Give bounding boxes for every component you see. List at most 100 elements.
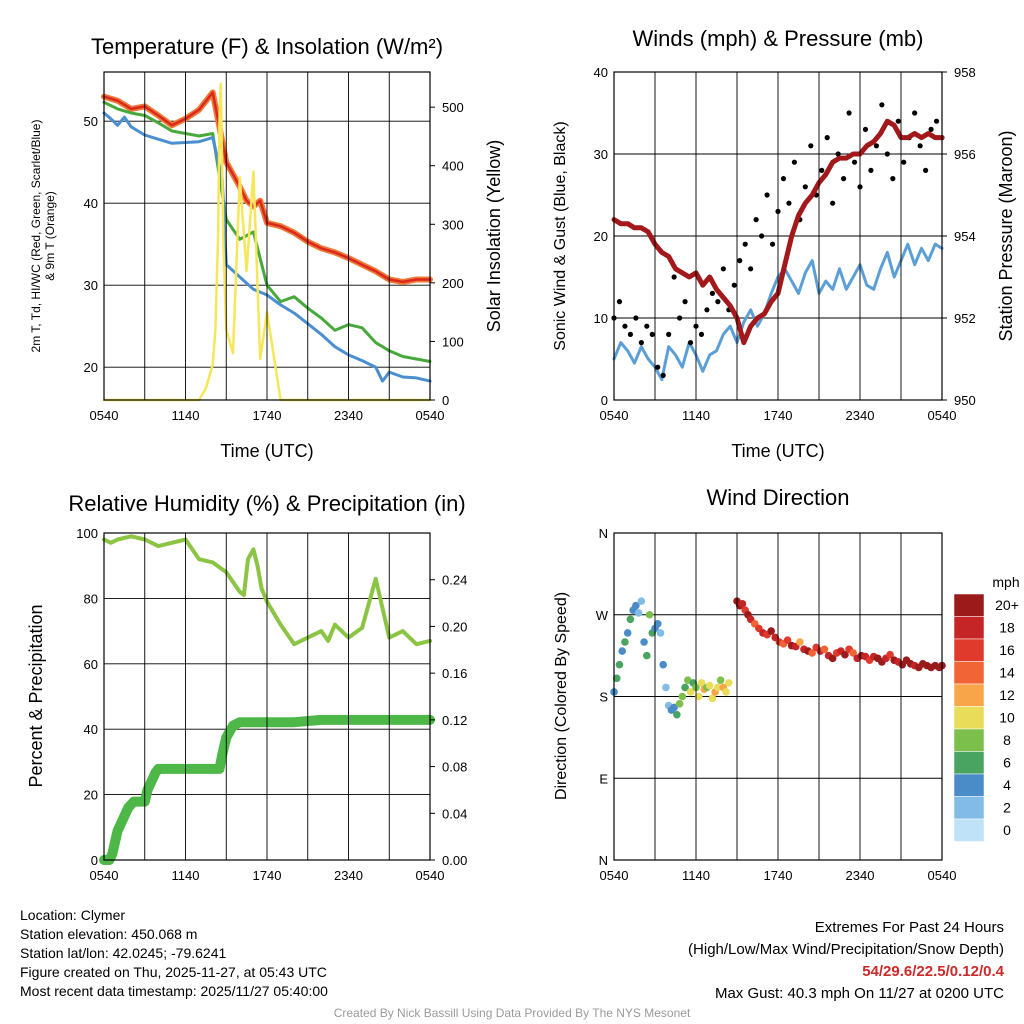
y-axis-label: 2m T, Td, HI/WC (Red, Green, Scarlet/Blu… <box>29 120 43 353</box>
y2-axis-label: Station Pressure (Maroon) <box>996 130 1016 341</box>
direction-point <box>738 600 747 608</box>
x-tick-label: 0540 <box>928 408 957 423</box>
x-tick-label: 2340 <box>334 868 363 883</box>
direction-point <box>659 660 667 669</box>
gust-point <box>884 151 890 157</box>
gust-point <box>666 331 672 337</box>
direction-point <box>767 627 775 635</box>
colorbar-tick-label: 18 <box>999 620 1015 636</box>
temperature-panel: 20 30 40 50 0540 1140 1740 2340 0540 Temperature … <box>29 34 504 461</box>
extremes-subtitle: (High/Low/Max Wind/Precipitation/Snow De… <box>688 941 1004 958</box>
gust-point <box>633 315 639 321</box>
direction-point <box>708 694 717 703</box>
gust-point <box>923 167 929 173</box>
direction-point <box>725 679 733 687</box>
x-tick-label: 1740 <box>253 868 282 883</box>
gust-point <box>660 372 666 378</box>
colorbar-swatch <box>953 751 985 775</box>
direction-point <box>783 636 792 644</box>
direction-point <box>632 601 640 610</box>
direction-point <box>681 683 689 692</box>
direction-point <box>714 683 722 692</box>
gust-point <box>737 258 743 264</box>
x-tick-label: 2340 <box>846 408 875 423</box>
colorbar-tick-label: 20+ <box>995 597 1019 613</box>
x-tick-label: 2340 <box>846 868 875 883</box>
y-tick-label: 100 <box>76 526 98 541</box>
x-tick-label: 0540 <box>416 868 445 883</box>
plot-frame <box>613 532 943 861</box>
gust-point <box>786 200 792 206</box>
direction-point <box>670 703 678 712</box>
gust-point <box>780 176 787 182</box>
hi-wc-line <box>102 111 432 383</box>
y-tick-label: 40 <box>84 722 98 737</box>
y-tick-label: 30 <box>84 278 98 293</box>
x-tick-label: 0540 <box>600 868 629 883</box>
colorbar-swatch <box>953 773 985 797</box>
gust-point <box>709 290 716 296</box>
chart-title: Temperature (F) & Insolation (W/m²) <box>91 34 443 59</box>
colorbar-swatch <box>953 818 985 842</box>
x-tick-label: 1740 <box>764 868 793 883</box>
gust-point <box>912 110 918 116</box>
colorbar-tick-label: 16 <box>999 642 1015 658</box>
direction-point <box>634 609 643 617</box>
y-tick-label: 20 <box>84 360 98 375</box>
direction-point <box>615 660 624 669</box>
y2-tick-label: 0.20 <box>442 619 467 634</box>
colorbar-swatch <box>953 616 985 640</box>
gust-point <box>917 143 923 149</box>
gust-point <box>677 315 683 321</box>
y2-tick-label: 0.04 <box>442 806 467 821</box>
y2-tick-label: 950 <box>954 393 976 408</box>
colorbar-tick-label: 6 <box>1003 755 1011 771</box>
y-tick-label: 80 <box>84 591 98 606</box>
gust-point <box>704 307 710 313</box>
gust-point <box>649 331 655 337</box>
colorbar-swatch <box>953 706 985 730</box>
y2-tick-label: 500 <box>442 100 464 115</box>
2m-t-line <box>102 91 432 284</box>
y2-axis-label: Solar Insolation (Yellow) <box>484 140 504 332</box>
gust-point <box>698 331 705 337</box>
direction-point <box>841 650 849 659</box>
extremes-info: Extremes For Past 24 Hours (High/Low/Max… <box>688 917 1004 1005</box>
gust-point <box>769 241 776 247</box>
direction-point <box>662 683 670 692</box>
plot-frame <box>103 532 431 861</box>
y2-tick-label: 958 <box>954 65 976 80</box>
colorbar-tick-label: 2 <box>1003 800 1011 816</box>
latlon-text: Station lat/lon: 42.0245; -79.6241 <box>20 945 227 961</box>
gust-point <box>933 118 940 124</box>
y-tick-label: S <box>599 690 608 705</box>
colorbar-swatch <box>953 683 985 707</box>
location-text: Location: Clymer <box>20 907 126 923</box>
direction-point <box>796 638 804 646</box>
y-tick-label: 60 <box>84 657 98 672</box>
direction-point <box>716 676 725 684</box>
station-info: Location: Clymer Station elevation: 450.… <box>20 906 328 1001</box>
y2-tick-label: 0.24 <box>442 573 467 588</box>
y2-tick-label: 0.08 <box>442 760 467 775</box>
direction-point <box>722 688 730 696</box>
max-gust-text: Max Gust: 40.3 mph On 11/27 at 0200 UTC <box>714 985 1004 1002</box>
direction-point <box>849 649 857 657</box>
y-tick-label: W <box>596 608 609 623</box>
direction-point <box>828 654 837 663</box>
x-axis-label: Time (UTC) <box>220 441 313 461</box>
gust-point <box>824 135 830 141</box>
direction-point <box>675 699 684 708</box>
colorbar-swatch <box>953 593 985 617</box>
gust-point <box>622 323 628 329</box>
colorbar-tick-label: 12 <box>999 687 1015 703</box>
x-tick-label: 0540 <box>928 868 957 883</box>
y2-tick-label: 954 <box>954 229 976 244</box>
direction-point <box>697 679 706 687</box>
x-tick-label: 1140 <box>172 868 200 883</box>
gust-point <box>895 118 901 124</box>
wind-pressure-panel: 0 10 20 30 40 0540 1140 1740 2340 0540 Winds (mph)… <box>552 26 1016 461</box>
y-tick-label: 50 <box>84 114 98 129</box>
